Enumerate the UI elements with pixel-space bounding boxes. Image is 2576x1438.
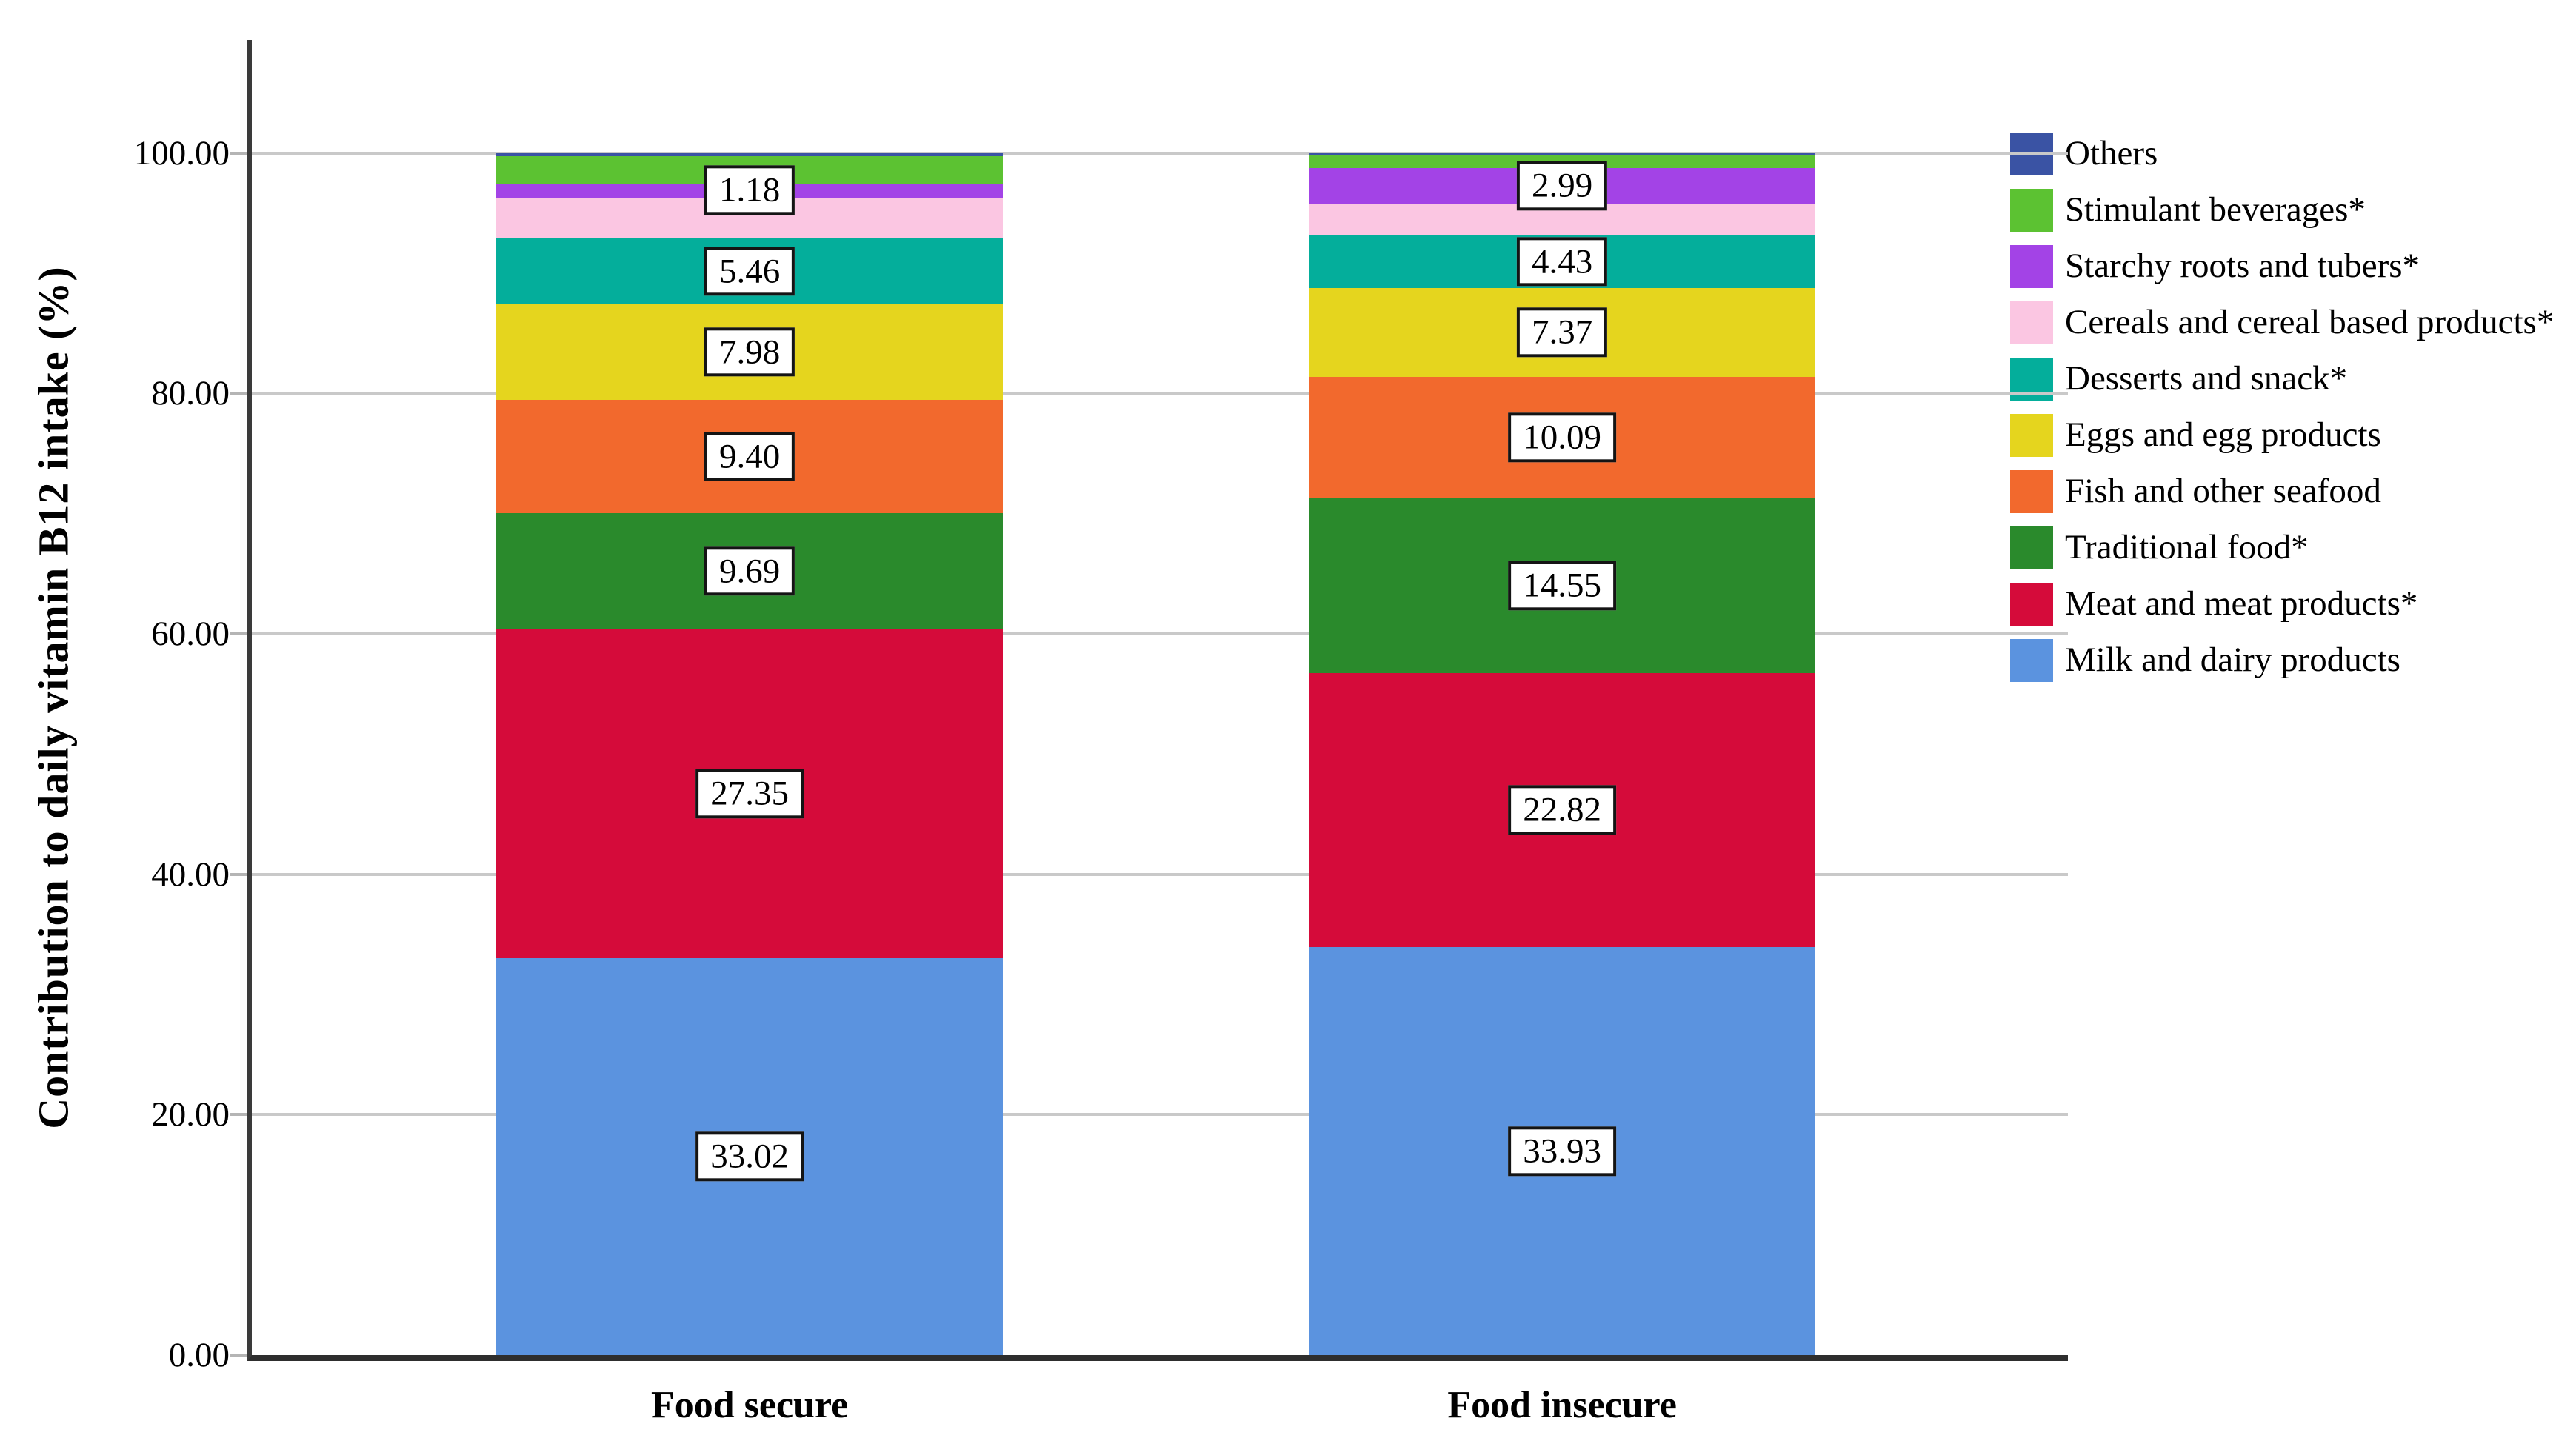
legend-item-starchy-roots-and-tubers: Starchy roots and tubers* bbox=[2010, 243, 2573, 289]
legend-item-milk-and-dairy-products: Milk and dairy products bbox=[2010, 637, 2573, 683]
data-label-fish-and-other-seafood-food-insecure: 10.09 bbox=[1508, 412, 1616, 462]
data-label-traditional-food-food-secure: 9.69 bbox=[704, 546, 795, 596]
data-label-starchy-roots-and-tubers-food-insecure: 2.99 bbox=[1516, 161, 1608, 211]
segment-others-food-secure bbox=[496, 153, 1004, 156]
data-label-eggs-and-egg-products-food-secure: 7.98 bbox=[704, 327, 795, 377]
data-label-milk-and-dairy-products-food-insecure: 33.93 bbox=[1508, 1126, 1616, 1176]
legend-swatch-cereals-and-cereal-based-products-icon bbox=[2010, 301, 2053, 344]
y-tick-label-80.00: 80.00 bbox=[151, 374, 230, 413]
bar-food-insecure: 33.93 22.82 14.55 10.09 7.37 4.43 2.99 bbox=[1309, 40, 1816, 1355]
data-label-milk-and-dairy-products-food-secure: 33.02 bbox=[695, 1131, 804, 1182]
legend-item-others: Others bbox=[2010, 130, 2573, 176]
legend-item-stimulant-beverages: Stimulant beverages* bbox=[2010, 187, 2573, 233]
legend-item-fish-and-other-seafood: Fish and other seafood bbox=[2010, 468, 2573, 514]
data-label-meat-and-meat-products-food-insecure: 22.82 bbox=[1508, 785, 1616, 835]
legend-swatch-eggs-and-egg-products-icon bbox=[2010, 414, 2053, 457]
data-label-eggs-and-egg-products-food-insecure: 7.37 bbox=[1516, 307, 1608, 358]
y-tick-mark-100.00 bbox=[230, 151, 247, 155]
x-category-label-food-insecure: Food insecure bbox=[1447, 1384, 1677, 1426]
data-label-meat-and-meat-products-food-secure: 27.35 bbox=[695, 769, 804, 819]
y-tick-label-60.00: 60.00 bbox=[151, 614, 230, 653]
legend-swatch-fish-and-other-seafood-icon bbox=[2010, 470, 2053, 513]
legend-label-cereals-and-cereal-based-products: Cereals and cereal based products* bbox=[2065, 303, 2555, 341]
legend-label-milk-and-dairy-products: Milk and dairy products bbox=[2065, 641, 2400, 679]
y-tick-mark-20.00 bbox=[230, 1113, 247, 1117]
data-label-desserts-and-snack-food-secure: 5.46 bbox=[704, 246, 795, 296]
legend-swatch-meat-and-meat-products-icon bbox=[2010, 583, 2053, 626]
legend: Others Stimulant beverages* Starchy roots … bbox=[2010, 130, 2573, 693]
data-label-fish-and-other-seafood-food-secure: 9.40 bbox=[704, 432, 795, 481]
legend-swatch-stimulant-beverages-icon bbox=[2010, 189, 2053, 232]
legend-item-desserts-and-snack: Desserts and snack* bbox=[2010, 355, 2573, 401]
segment-others-food-insecure bbox=[1309, 153, 1816, 155]
x-category-label-food-secure: Food secure bbox=[650, 1384, 849, 1426]
legend-label-fish-and-other-seafood: Fish and other seafood bbox=[2065, 472, 2381, 510]
y-tick-mark-60.00 bbox=[230, 632, 247, 635]
data-label-starchy-roots-and-tubers-food-secure: 1.18 bbox=[704, 165, 795, 215]
y-tick-mark-0.00 bbox=[230, 1354, 247, 1357]
y-tick-mark-40.00 bbox=[230, 872, 247, 876]
legend-item-traditional-food: Traditional food* bbox=[2010, 524, 2573, 570]
legend-label-others: Others bbox=[2065, 134, 2158, 173]
legend-label-eggs-and-egg-products: Eggs and egg products bbox=[2065, 415, 2381, 454]
legend-swatch-starchy-roots-and-tubers-icon bbox=[2010, 245, 2053, 288]
legend-label-stimulant-beverages: Stimulant beverages* bbox=[2065, 190, 2366, 229]
legend-swatch-traditional-food-icon bbox=[2010, 526, 2053, 569]
legend-label-desserts-and-snack: Desserts and snack* bbox=[2065, 359, 2348, 398]
y-tick-label-100.00: 100.00 bbox=[133, 133, 230, 173]
legend-label-meat-and-meat-products: Meat and meat products* bbox=[2065, 584, 2418, 623]
gridline-60.00 bbox=[252, 632, 2068, 635]
bar-food-secure: 33.02 27.35 9.69 9.40 7.98 5.46 1.18 bbox=[496, 40, 1004, 1355]
legend-item-eggs-and-egg-products: Eggs and egg products bbox=[2010, 412, 2573, 458]
legend-label-traditional-food: Traditional food* bbox=[2065, 528, 2309, 566]
y-tick-label-column: 0.00 20.00 40.00 60.00 80.00 100.00 bbox=[44, 40, 230, 1374]
gridline-100.00 bbox=[252, 151, 2068, 155]
y-tick-mark-80.00 bbox=[230, 392, 247, 395]
gridline-40.00 bbox=[252, 872, 2068, 876]
legend-item-cereals-and-cereal-based-products: Cereals and cereal based products* bbox=[2010, 299, 2573, 345]
legend-swatch-milk-and-dairy-products-icon bbox=[2010, 639, 2053, 682]
data-label-traditional-food-food-insecure: 14.55 bbox=[1508, 561, 1616, 610]
y-tick-label-20.00: 20.00 bbox=[151, 1095, 230, 1134]
legend-label-starchy-roots-and-tubers: Starchy roots and tubers* bbox=[2065, 247, 2420, 285]
segment-stimulant-beverages-food-insecure bbox=[1309, 154, 1816, 168]
data-label-desserts-and-snack-food-insecure: 4.43 bbox=[1516, 236, 1608, 287]
gridline-80.00 bbox=[252, 392, 2068, 395]
y-tick-label-40.00: 40.00 bbox=[151, 855, 230, 894]
y-tick-label-0.00: 0.00 bbox=[168, 1336, 230, 1374]
gridline-20.00 bbox=[252, 1113, 2068, 1117]
plot-area: 33.02 27.35 9.69 9.40 7.98 5.46 1.18 Food secur… bbox=[230, 40, 2068, 1426]
legend-item-meat-and-meat-products: Meat and meat products* bbox=[2010, 581, 2573, 626]
